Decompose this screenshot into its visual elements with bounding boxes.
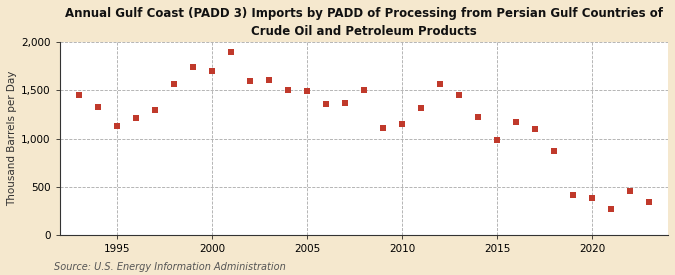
Point [587,195,597,200]
Point [340,101,350,105]
Point [321,101,331,106]
Point [130,116,141,120]
Point [225,49,236,54]
Point [605,207,616,211]
Y-axis label: Thousand Barrels per Day: Thousand Barrels per Day [7,71,17,206]
Point [491,137,502,142]
Point [263,77,274,82]
Point [549,149,560,153]
Title: Annual Gulf Coast (PADD 3) Imports by PADD of Processing from Persian Gulf Count: Annual Gulf Coast (PADD 3) Imports by PA… [65,7,663,38]
Point [244,78,255,83]
Text: Source: U.S. Energy Information Administration: Source: U.S. Energy Information Administ… [54,262,286,272]
Point [644,200,655,205]
Point [188,65,198,69]
Point [358,88,369,92]
Point [111,124,122,128]
Point [74,93,84,97]
Point [510,120,521,124]
Point [435,82,446,87]
Point [396,122,407,126]
Point [530,127,541,131]
Point [92,105,103,109]
Point [624,189,635,193]
Point [149,107,160,112]
Point [377,126,388,130]
Point [472,115,483,120]
Point [568,192,578,197]
Point [416,105,427,110]
Point [169,82,180,87]
Point [454,93,464,97]
Point [207,69,217,73]
Point [302,89,313,94]
Point [282,88,293,92]
